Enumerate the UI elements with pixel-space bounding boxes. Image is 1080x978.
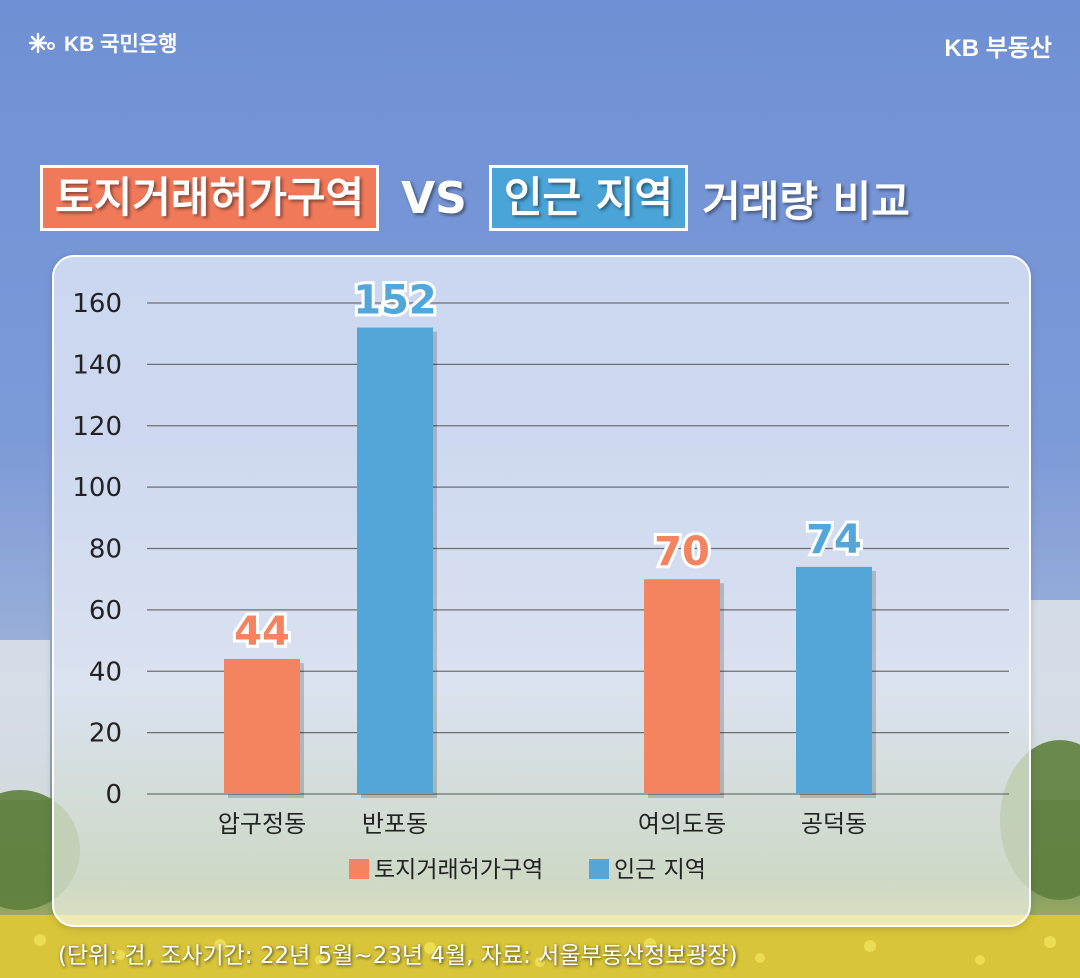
data-label: 70 [654,529,710,575]
title-tag-nearby: 인근 지역 [488,165,689,231]
x-category-label: 공덕동 [801,810,867,838]
y-tick-label: 40 [89,657,122,687]
x-category-label: 압구정동 [218,810,306,838]
legend-label: 토지거래허가구역 [374,857,543,883]
legend-label: 인근 지역 [614,857,706,883]
bar [796,566,872,794]
chart-panel: 0 20 40 60 80 100 120 140 160 44 압구정동 152 반포동 70 여의도동 7… [52,255,1031,927]
page-title: 토지거래허가구역 VS 인근 지역 거래량 비교 [40,165,910,231]
data-label: 152 [353,278,437,324]
x-category-label: 반포동 [362,810,428,838]
y-tick-label: 140 [72,350,122,380]
kb-star-icon [28,32,55,54]
bar [644,579,720,794]
bar [357,327,433,794]
legend-swatch [349,859,369,879]
bar-chart: 0 20 40 60 80 100 120 140 160 44 압구정동 152 반포동 70 여의도동 7… [72,275,1009,883]
title-suffix: 거래량 비교 [702,176,910,226]
source-footnote: (단위: 건, 조사기간: 22년 5월~23년 4월, 자료: 서울부동산정보… [58,943,738,969]
data-label: 74 [806,517,862,563]
y-tick-label: 60 [89,596,122,626]
title-vs: VS [401,172,467,224]
y-tick-label: 100 [72,473,122,503]
title-tag-permit-zone: 토지거래허가구역 [40,165,380,231]
y-tick-label: 160 [72,289,122,319]
bar [224,658,300,794]
bank-brand-text: KB 국민은행 [64,33,178,56]
kb-bank-logo: KB 국민은행 [28,28,177,58]
y-tick-label: 80 [89,535,122,565]
y-tick-label: 20 [89,719,122,749]
legend-swatch [589,859,609,879]
data-label: 44 [234,609,290,655]
x-category-label: 여의도동 [638,810,726,838]
kb-realestate-logo: KB 부동산 [944,35,1052,62]
y-tick-label: 120 [72,412,122,442]
y-tick-label: 0 [105,780,122,810]
